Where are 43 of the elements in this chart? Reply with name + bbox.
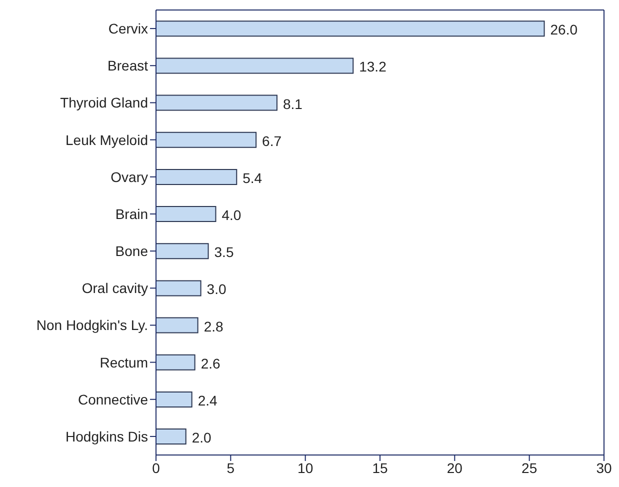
data-label: 4.0 [222, 207, 242, 224]
data-label: 3.5 [214, 244, 234, 260]
data-label: 8.1 [282, 96, 303, 112]
y-tick-label: Bone [115, 243, 148, 260]
y-tick-label: Brain [115, 206, 148, 222]
data-label: 26.0 [550, 22, 578, 38]
x-tick-label: 25 [522, 460, 538, 476]
data-label: 6.7 [262, 132, 282, 149]
x-tick-label: 30 [596, 460, 612, 476]
data-label: 2.6 [200, 355, 220, 372]
bar [156, 280, 202, 296]
bar [156, 132, 257, 148]
y-tick-label: Ovary [110, 168, 148, 185]
x-tick-label: 15 [372, 460, 388, 476]
bar [156, 206, 216, 222]
y-tick-label: Oral cavity [82, 280, 148, 296]
y-tick-label: Thyroid Gland [60, 94, 148, 111]
y-tick-label: Connective [78, 391, 148, 408]
data-label: 2.8 [204, 318, 224, 334]
bar [156, 317, 198, 334]
x-tick-label: 0 [152, 460, 160, 476]
bar [156, 354, 196, 370]
x-tick-label: 5 [226, 460, 235, 476]
y-tick-label: Leuk Myeloid [66, 132, 148, 148]
y-tick-label: Breast [108, 58, 148, 74]
y-tick-label: Non Hodgkin's Ly. [36, 317, 148, 334]
data-label: 13.2 [359, 58, 387, 75]
bar [156, 391, 192, 408]
y-tick-label: Rectum [100, 354, 148, 370]
data-label: 3.0 [206, 281, 226, 298]
y-tick-label: Hodgkins Dis [66, 428, 148, 444]
data-label: 2.4 [198, 392, 218, 408]
data-label: 2.0 [192, 430, 212, 446]
bar [156, 94, 278, 111]
bar [156, 243, 209, 260]
x-tick-label: 10 [298, 460, 314, 476]
bar [156, 168, 238, 185]
data-label: 5.4 [242, 170, 262, 186]
bar [156, 428, 186, 445]
bar [156, 20, 545, 37]
bar [156, 58, 354, 74]
x-tick-label: 20 [446, 460, 463, 476]
y-tick-label: Cervix [108, 20, 148, 37]
